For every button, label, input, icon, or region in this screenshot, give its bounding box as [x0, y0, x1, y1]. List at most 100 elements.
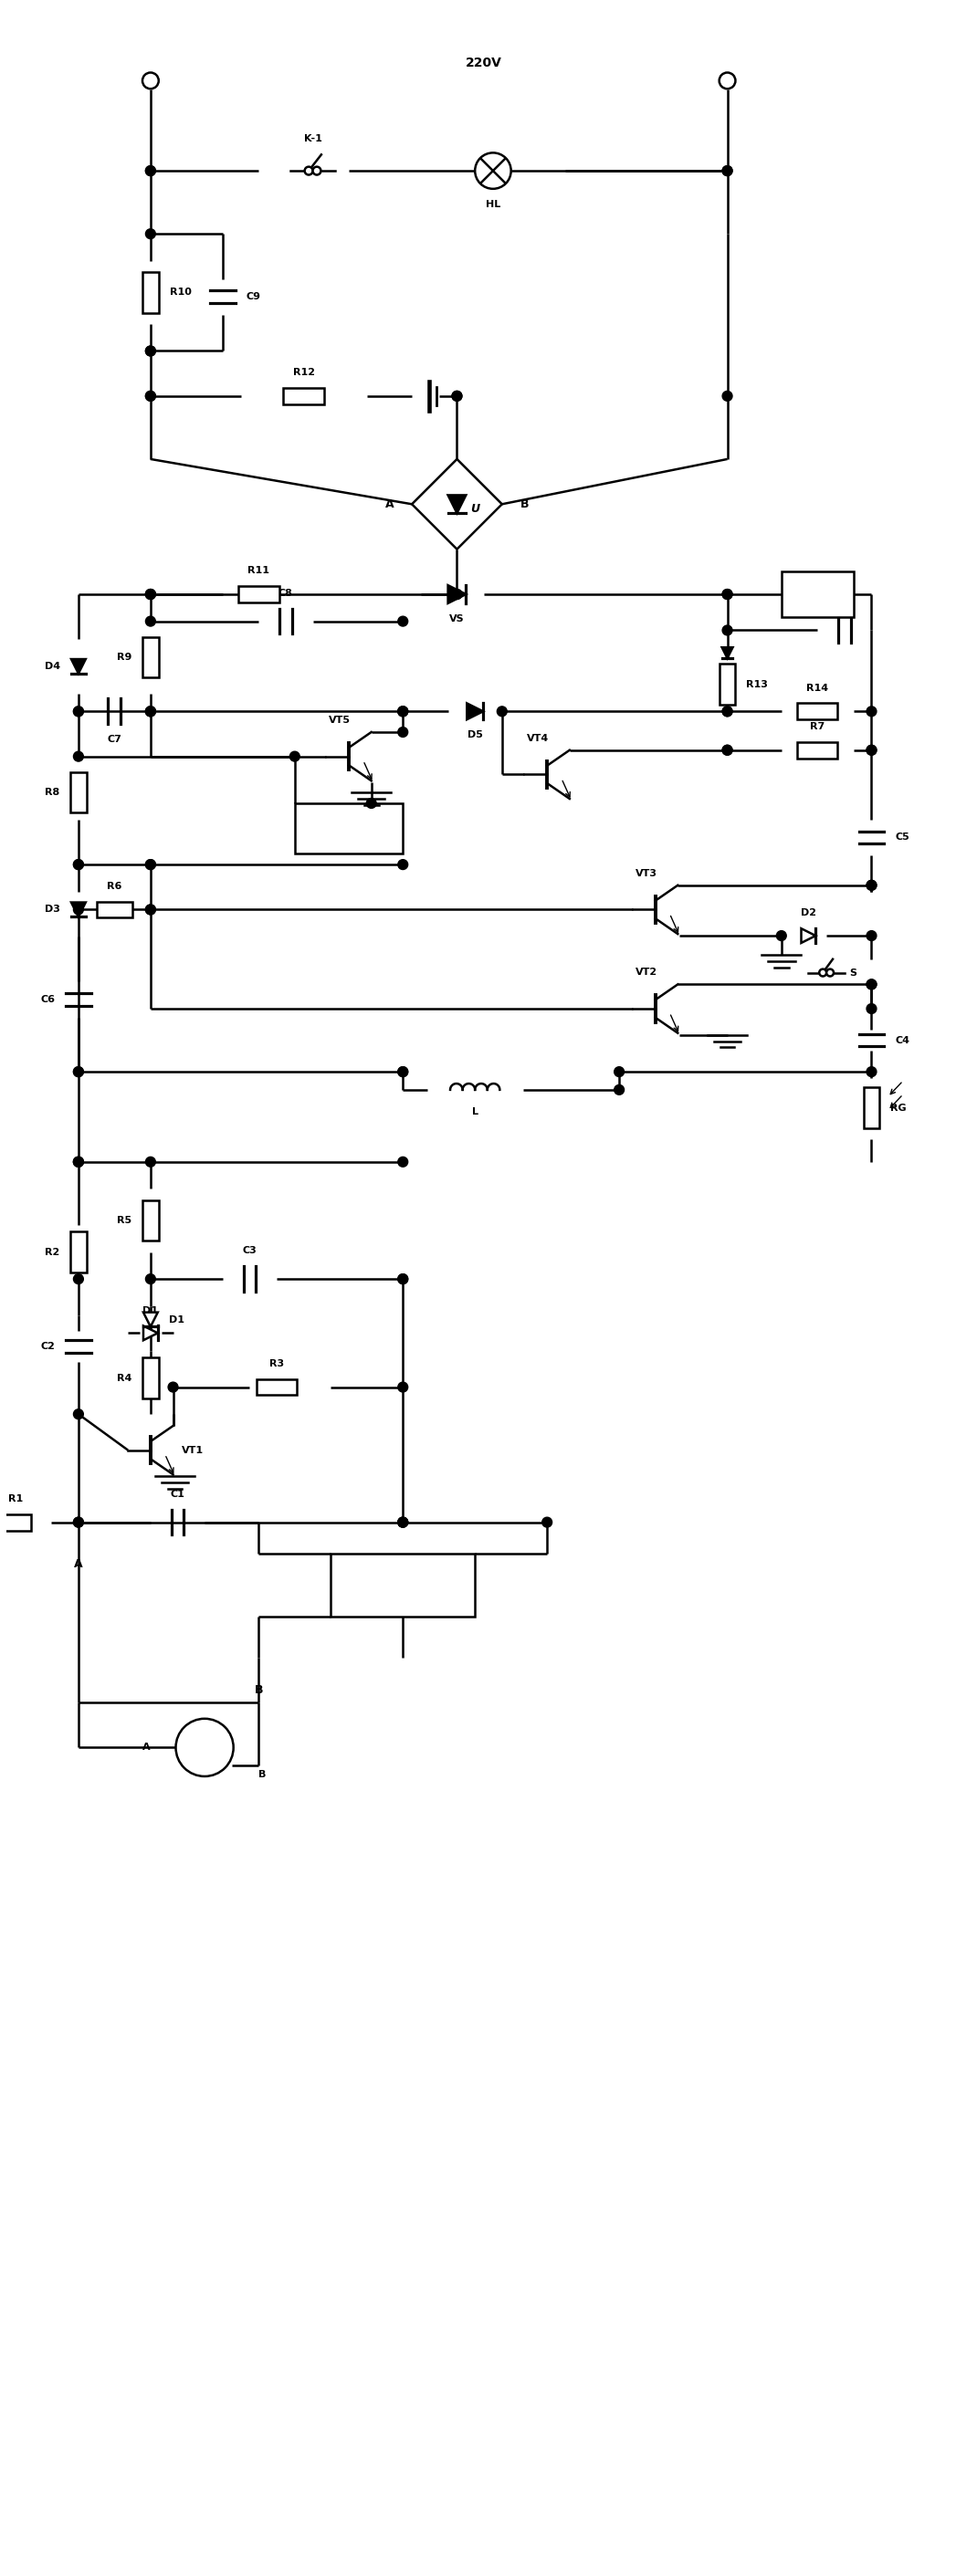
Circle shape: [722, 590, 733, 600]
Circle shape: [146, 706, 155, 716]
Circle shape: [722, 706, 733, 716]
Bar: [331, 1553, 475, 1618]
Circle shape: [867, 1066, 876, 1077]
Bar: [70, 773, 87, 814]
Text: U: U: [471, 502, 480, 515]
Polygon shape: [144, 1311, 157, 1327]
Circle shape: [867, 930, 876, 940]
Circle shape: [146, 1275, 155, 1283]
Circle shape: [867, 881, 876, 891]
Text: R9: R9: [116, 652, 132, 662]
Text: VT3: VT3: [635, 868, 658, 878]
Text: R10: R10: [169, 289, 191, 296]
Text: A: A: [385, 497, 394, 510]
Circle shape: [73, 1157, 83, 1167]
Text: 电流调整
电路: 电流调整 电路: [337, 819, 361, 837]
Circle shape: [398, 706, 407, 716]
Circle shape: [722, 165, 733, 175]
Text: R13: R13: [746, 680, 768, 688]
Text: D1: D1: [169, 1314, 184, 1324]
Bar: [782, 572, 854, 616]
Text: C2: C2: [40, 1342, 55, 1352]
Text: A: A: [143, 1744, 150, 1752]
Circle shape: [146, 590, 155, 600]
Text: R2: R2: [45, 1247, 60, 1257]
Polygon shape: [144, 1327, 157, 1340]
Circle shape: [722, 744, 733, 755]
Circle shape: [777, 930, 786, 940]
Text: D5: D5: [467, 729, 483, 739]
Text: D2: D2: [801, 909, 816, 917]
Text: C8: C8: [278, 590, 293, 598]
Polygon shape: [71, 902, 86, 917]
Circle shape: [146, 616, 155, 626]
Text: L: L: [472, 1108, 478, 1118]
Circle shape: [398, 1517, 407, 1528]
Text: VT4: VT4: [527, 734, 549, 742]
Circle shape: [146, 165, 155, 175]
Text: VT5: VT5: [329, 716, 351, 724]
Text: C3: C3: [242, 1247, 257, 1255]
Circle shape: [827, 969, 833, 976]
Circle shape: [867, 706, 876, 716]
Circle shape: [146, 706, 155, 716]
Circle shape: [143, 72, 158, 88]
Text: C9: C9: [246, 291, 261, 301]
Bar: [70, 1231, 87, 1273]
Text: HL: HL: [486, 198, 500, 209]
Circle shape: [73, 706, 83, 716]
Text: R4: R4: [116, 1373, 132, 1383]
Circle shape: [722, 392, 733, 402]
Circle shape: [146, 904, 155, 914]
Text: R7: R7: [810, 721, 825, 732]
Text: MIC: MIC: [192, 1741, 217, 1754]
Text: VT2: VT2: [635, 969, 658, 976]
Circle shape: [290, 752, 300, 762]
Circle shape: [73, 1066, 83, 1077]
Circle shape: [73, 860, 83, 871]
Circle shape: [146, 860, 155, 871]
Text: RG: RG: [890, 1103, 907, 1113]
Circle shape: [722, 626, 733, 636]
Circle shape: [615, 1084, 624, 1095]
Circle shape: [398, 1066, 407, 1077]
Bar: [797, 703, 837, 719]
Circle shape: [73, 1157, 83, 1167]
Circle shape: [146, 590, 155, 600]
Circle shape: [146, 860, 155, 871]
Text: C1: C1: [170, 1489, 185, 1499]
Circle shape: [719, 72, 736, 88]
Circle shape: [146, 392, 155, 402]
Circle shape: [73, 860, 83, 871]
Circle shape: [146, 345, 155, 355]
Circle shape: [398, 1517, 407, 1528]
Circle shape: [398, 1066, 407, 1077]
Text: R11: R11: [248, 567, 270, 574]
Text: R3: R3: [270, 1360, 284, 1368]
Circle shape: [146, 590, 155, 600]
Circle shape: [452, 590, 462, 600]
Bar: [864, 1087, 879, 1128]
Text: 带阻滤波
电路: 带阻滤波 电路: [390, 1571, 415, 1597]
Circle shape: [176, 1718, 234, 1777]
Text: S: S: [849, 969, 856, 976]
Circle shape: [146, 706, 155, 716]
Circle shape: [73, 752, 83, 762]
Circle shape: [722, 165, 733, 175]
Text: A: A: [74, 1558, 83, 1571]
Bar: [143, 636, 158, 677]
Bar: [256, 1378, 297, 1396]
Bar: [97, 902, 133, 917]
Circle shape: [146, 904, 155, 914]
Circle shape: [722, 590, 733, 600]
Circle shape: [615, 1066, 624, 1077]
Circle shape: [73, 706, 83, 716]
Circle shape: [452, 590, 462, 600]
Bar: [143, 1358, 158, 1399]
Text: K: K: [813, 587, 822, 600]
Circle shape: [398, 1275, 407, 1283]
Circle shape: [146, 392, 155, 402]
Circle shape: [398, 706, 407, 716]
Circle shape: [867, 744, 876, 755]
Circle shape: [867, 979, 876, 989]
